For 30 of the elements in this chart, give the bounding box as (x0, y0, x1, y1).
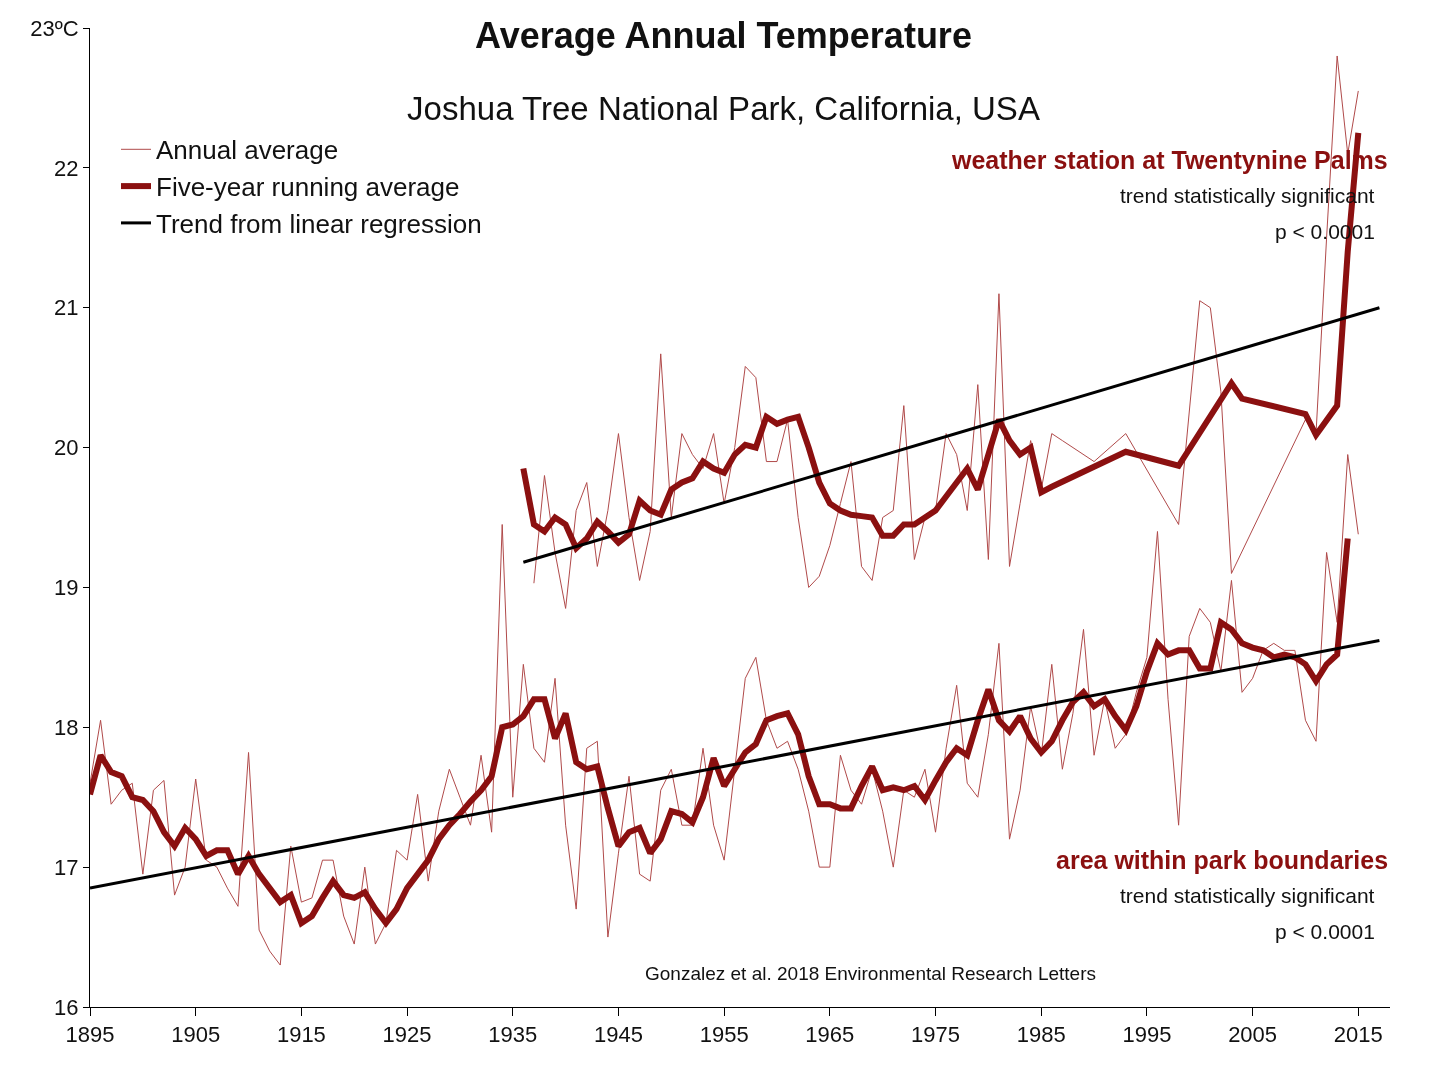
annotation: trend statistically significant (1120, 884, 1375, 907)
x-tick-label: 2015 (1333, 1022, 1383, 1048)
x-tick-label: 1975 (911, 1022, 961, 1048)
x-tick-label: 1965 (805, 1022, 855, 1048)
y-tick-label: 20 (54, 435, 79, 461)
y-tick-label: 19 (54, 575, 79, 601)
y-tick-label: 18 (54, 714, 79, 740)
y-tick-label: 16 (54, 994, 79, 1020)
x-tick-label: 1985 (1016, 1022, 1066, 1048)
legend-label: Trend from linear regression (156, 209, 482, 240)
annotation: area within park boundaries (1056, 846, 1389, 874)
y-tick-label: 23ºC (30, 15, 79, 41)
x-tick-label: 1895 (65, 1022, 115, 1048)
annotation: Gonzalez et al. 2018 Environmental Research Letters (645, 963, 1096, 984)
x-tick-label: 2005 (1228, 1022, 1278, 1048)
x-tick-label: 1995 (1122, 1022, 1172, 1048)
text: Joshua Tree National Park, California, USA (407, 90, 1040, 128)
legend-label: Annual average (156, 135, 339, 166)
y-tick-label: 21 (54, 295, 79, 321)
y-tick-label: 17 (54, 854, 79, 880)
x-tick-label: 1945 (593, 1022, 643, 1048)
x-tick-label: 1915 (276, 1022, 326, 1048)
x-tick-label: 1935 (488, 1022, 538, 1048)
x-tick-label: 1905 (171, 1022, 221, 1048)
annotation: p < 0.0001 (1275, 920, 1375, 943)
x-tick-label: 1925 (382, 1022, 432, 1048)
legend-label: Five-year running average (156, 172, 460, 203)
chart-title: Average Annual Temperature (475, 14, 972, 56)
y-tick-label: 22 (54, 155, 79, 181)
x-tick-label: 1955 (699, 1022, 749, 1048)
